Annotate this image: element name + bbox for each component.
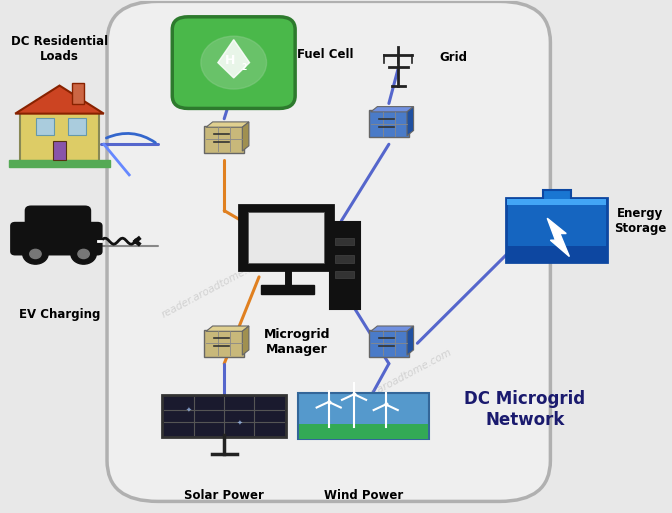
Text: 2: 2 xyxy=(241,63,247,72)
Polygon shape xyxy=(371,326,413,331)
Polygon shape xyxy=(9,160,110,167)
Text: Wind Power: Wind Power xyxy=(324,489,403,502)
Polygon shape xyxy=(206,122,249,127)
Text: ✦: ✦ xyxy=(237,420,243,426)
FancyBboxPatch shape xyxy=(261,285,314,294)
FancyBboxPatch shape xyxy=(172,17,295,108)
Circle shape xyxy=(71,244,96,264)
FancyBboxPatch shape xyxy=(36,117,54,135)
FancyBboxPatch shape xyxy=(330,222,360,309)
Polygon shape xyxy=(243,326,249,355)
FancyBboxPatch shape xyxy=(107,2,550,501)
Polygon shape xyxy=(547,218,569,256)
FancyBboxPatch shape xyxy=(507,199,606,205)
FancyBboxPatch shape xyxy=(52,141,67,160)
FancyBboxPatch shape xyxy=(543,190,571,202)
FancyBboxPatch shape xyxy=(10,222,103,255)
FancyBboxPatch shape xyxy=(19,112,99,161)
FancyBboxPatch shape xyxy=(204,330,244,357)
FancyBboxPatch shape xyxy=(369,110,409,137)
FancyBboxPatch shape xyxy=(239,205,333,270)
FancyBboxPatch shape xyxy=(369,330,409,357)
FancyArrowPatch shape xyxy=(106,133,155,143)
Text: Energy
Storage: Energy Storage xyxy=(614,207,666,235)
Circle shape xyxy=(30,249,41,259)
Circle shape xyxy=(201,36,267,89)
Text: Fuel Cell: Fuel Cell xyxy=(297,48,353,62)
Text: ✦: ✦ xyxy=(186,407,192,413)
Text: Solar Power: Solar Power xyxy=(184,489,264,502)
FancyBboxPatch shape xyxy=(68,117,86,135)
FancyBboxPatch shape xyxy=(335,238,354,245)
Polygon shape xyxy=(243,122,249,151)
Circle shape xyxy=(23,244,48,264)
Text: reader.aroadtome.com: reader.aroadtome.com xyxy=(343,347,454,411)
Polygon shape xyxy=(407,326,413,355)
Text: Microgrid
Manager: Microgrid Manager xyxy=(264,328,331,356)
FancyBboxPatch shape xyxy=(299,424,428,439)
Polygon shape xyxy=(218,40,249,78)
FancyBboxPatch shape xyxy=(506,199,607,262)
Text: Grid: Grid xyxy=(439,51,468,64)
Text: EV Charging: EV Charging xyxy=(19,307,100,321)
Polygon shape xyxy=(206,326,249,331)
FancyBboxPatch shape xyxy=(248,211,325,263)
FancyBboxPatch shape xyxy=(335,271,354,278)
FancyBboxPatch shape xyxy=(507,246,607,262)
FancyBboxPatch shape xyxy=(25,206,91,236)
Circle shape xyxy=(78,249,89,259)
Polygon shape xyxy=(407,107,413,136)
Polygon shape xyxy=(371,107,413,112)
FancyBboxPatch shape xyxy=(204,126,244,153)
FancyBboxPatch shape xyxy=(335,255,354,263)
Text: H: H xyxy=(225,53,236,67)
Text: DC Microgrid
Network: DC Microgrid Network xyxy=(464,390,585,429)
FancyBboxPatch shape xyxy=(71,83,84,104)
FancyBboxPatch shape xyxy=(162,396,286,437)
FancyBboxPatch shape xyxy=(298,393,429,439)
Polygon shape xyxy=(15,86,104,114)
Text: DC Residential
Loads: DC Residential Loads xyxy=(11,34,108,63)
Text: reader.aroadtome.com: reader.aroadtome.com xyxy=(160,255,269,320)
